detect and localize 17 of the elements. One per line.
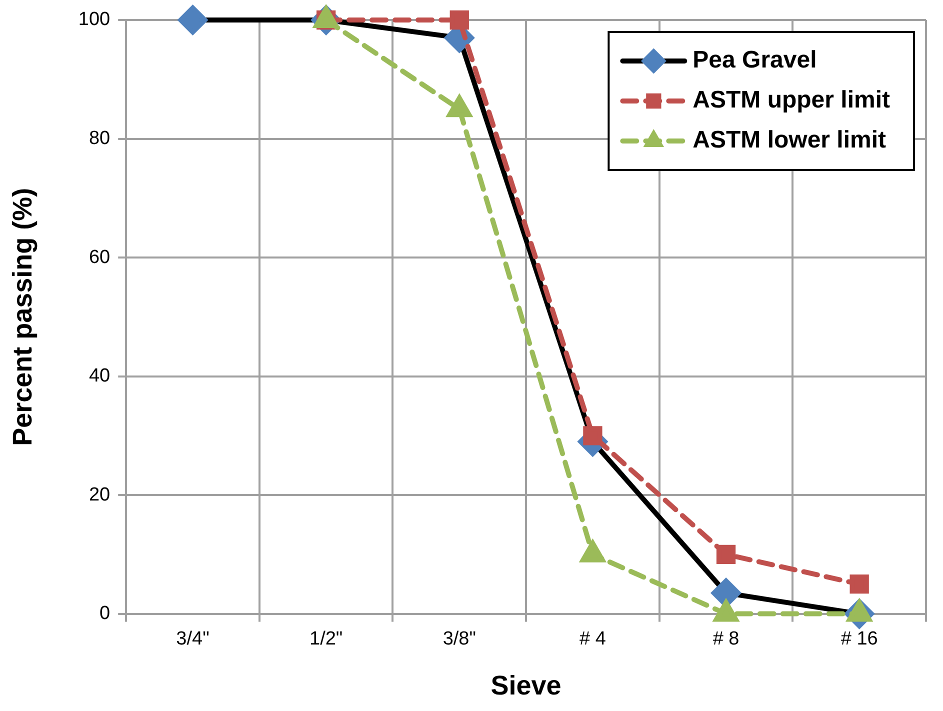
y-tick-label: 40	[88, 366, 110, 387]
x-tick-label: 3/4"	[176, 628, 210, 650]
x-axis-title: Sieve	[490, 670, 562, 700]
y-tick-label: 100	[78, 9, 110, 30]
legend-label: ASTM lower limit	[692, 126, 886, 154]
x-tick-label: 3/8"	[442, 628, 476, 650]
y-tick-label: 60	[88, 246, 110, 268]
y-tick-label: 0	[100, 603, 110, 624]
y-tick-label: 80	[88, 128, 110, 149]
x-tick-label: 1/2"	[309, 628, 343, 650]
legend-label: ASTM upper limit	[692, 86, 890, 114]
x-tick-label: # 8	[712, 628, 740, 650]
x-tick-label: # 4	[580, 628, 606, 650]
y-axis-title: Percent passing (%)	[8, 188, 38, 446]
x-tick-label: # 16	[840, 628, 878, 650]
y-tick-label: 20	[88, 484, 110, 506]
legend-label: Pea Gravel	[692, 46, 817, 74]
